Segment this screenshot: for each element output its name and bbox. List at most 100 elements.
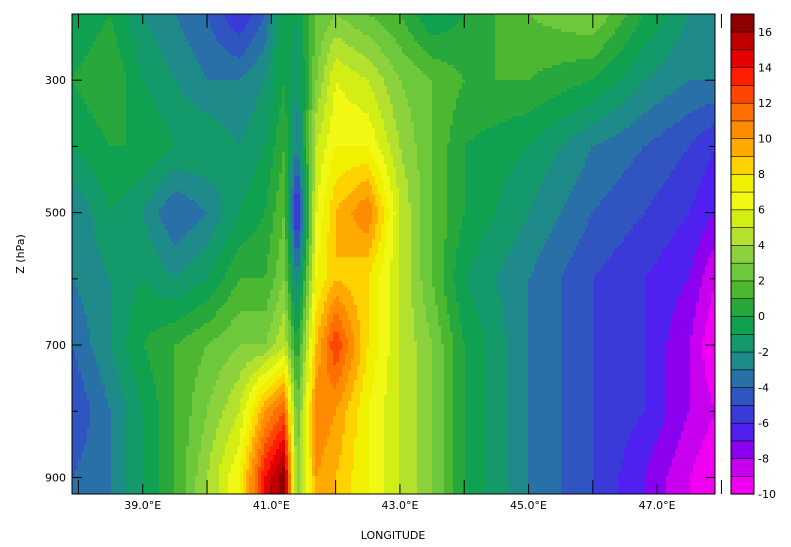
contour-cell — [564, 32, 568, 36]
contour-cell — [117, 35, 121, 39]
contour-cell — [642, 20, 646, 24]
contour-cell — [387, 17, 391, 21]
contour-cell — [252, 32, 256, 36]
contour-cell — [339, 20, 343, 24]
contour-cell — [453, 17, 457, 21]
contour-cell — [207, 29, 211, 33]
contour-cell — [216, 35, 220, 39]
contour-cell — [369, 23, 373, 27]
contour-cell — [498, 20, 502, 24]
contour-cell — [456, 14, 460, 18]
contour-cell — [201, 17, 205, 21]
contour-cell — [540, 41, 544, 45]
contour-cell — [189, 35, 193, 39]
contour-cell — [339, 35, 343, 39]
contour-cell — [681, 32, 685, 36]
contour-cell — [597, 26, 601, 30]
contour-cell — [138, 32, 142, 36]
contour-cell — [561, 32, 565, 36]
contour-cell — [615, 20, 619, 24]
contour-cell — [207, 41, 211, 45]
contour-cell — [426, 17, 430, 21]
contour-cell — [156, 23, 160, 27]
contour-cell — [246, 23, 250, 27]
contour-cell — [387, 23, 391, 27]
contour-cell — [513, 14, 517, 18]
contour-cell — [588, 17, 592, 21]
contour-cell — [303, 29, 307, 33]
contour-cell — [600, 26, 604, 30]
contour-cell — [675, 35, 679, 39]
contour-cell — [135, 44, 139, 48]
contour-cell — [396, 32, 400, 36]
contour-cell — [438, 20, 442, 24]
contour-cell — [168, 32, 172, 36]
contour-cell — [468, 41, 472, 45]
contour-cell — [405, 41, 409, 45]
contour-cell — [546, 29, 550, 33]
contour-cell — [318, 20, 322, 24]
contour-cell — [516, 14, 520, 18]
contour-cell — [651, 14, 655, 18]
contour-cell — [267, 44, 271, 48]
contour-cell — [342, 23, 346, 27]
contour-cell — [258, 17, 262, 21]
contour-cell — [255, 29, 259, 33]
contour-cell — [363, 44, 367, 48]
contour-cell — [219, 41, 223, 45]
contour-cell — [444, 17, 448, 21]
contour-cell — [78, 20, 82, 24]
contour-cell — [81, 20, 85, 24]
contour-cell — [423, 29, 427, 33]
contour-cell — [111, 26, 115, 30]
contour-cell — [267, 20, 271, 24]
contour-cell — [450, 35, 454, 39]
contour-cell — [81, 32, 85, 36]
contour-cell — [396, 17, 400, 21]
contour-cell — [105, 17, 109, 21]
contour-cell — [504, 23, 508, 27]
contour-cell — [588, 20, 592, 24]
contour-cell — [339, 23, 343, 27]
contour-cell — [423, 14, 427, 18]
contour-cell — [711, 41, 715, 45]
contour-cell — [657, 17, 661, 21]
contour-cell — [417, 20, 421, 24]
contour-cell — [324, 35, 328, 39]
contour-cell — [507, 41, 511, 45]
contour-cell — [405, 38, 409, 42]
contour-cell — [219, 29, 223, 33]
contour-cell — [285, 23, 289, 27]
contour-cell — [705, 35, 709, 39]
contour-cell — [246, 26, 250, 30]
contour-cell — [204, 44, 208, 48]
contour-cell — [207, 32, 211, 36]
contour-cell — [198, 29, 202, 33]
contour-cell — [117, 14, 121, 18]
contour-cell — [561, 38, 565, 42]
contour-cell — [129, 35, 133, 39]
contour-cell — [456, 44, 460, 48]
contour-cell — [510, 41, 514, 45]
contour-cell — [435, 35, 439, 39]
contour-cell — [87, 32, 91, 36]
contour-cell — [150, 41, 154, 45]
contour-cell — [126, 20, 130, 24]
contour-cell — [420, 44, 424, 48]
contour-cell — [183, 20, 187, 24]
contour-cell — [156, 14, 160, 18]
contour-cell — [408, 14, 412, 18]
contour-cell — [438, 32, 442, 36]
contour-cell — [546, 17, 550, 21]
contour-cell — [516, 41, 520, 45]
contour-cell — [408, 41, 412, 45]
contour-cell — [651, 29, 655, 33]
contour-cell — [324, 17, 328, 21]
contour-cell — [315, 17, 319, 21]
contour-cell — [375, 32, 379, 36]
contour-cell — [708, 41, 712, 45]
contour-cell — [309, 26, 313, 30]
contour-cell — [291, 44, 295, 48]
contour-cell — [207, 23, 211, 27]
contour-cell — [690, 26, 694, 30]
